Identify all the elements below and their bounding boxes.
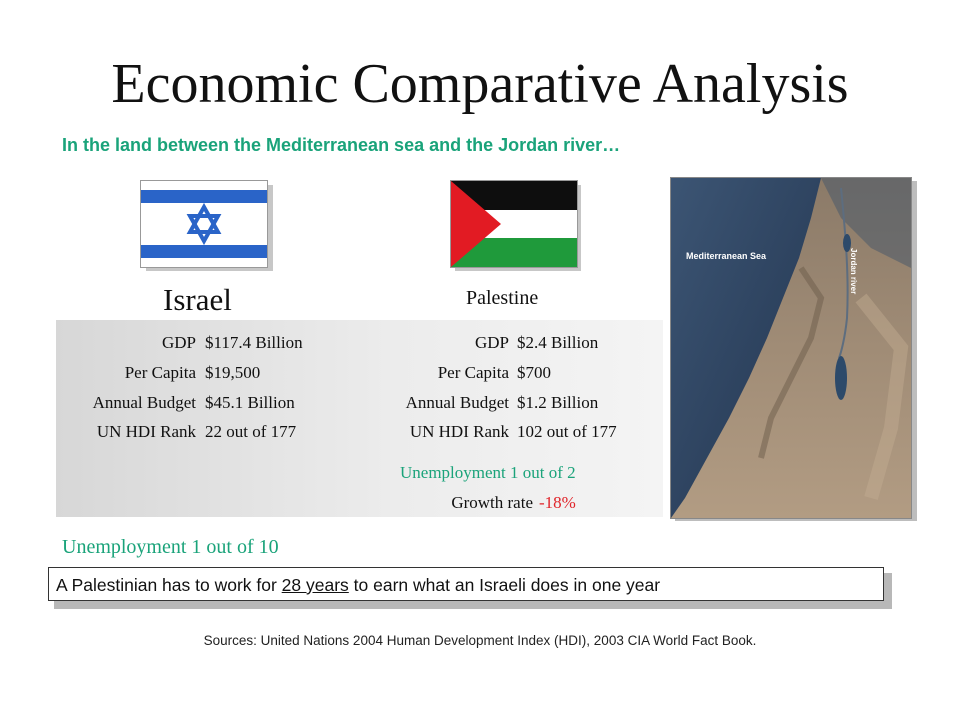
israel-stat-label: Annual Budget xyxy=(92,393,196,412)
palestine-growth-label: Growth rate xyxy=(451,493,533,512)
map-river-label: Jordan river xyxy=(849,248,858,294)
satellite-map-image: Mediterranean Sea Jordan river xyxy=(670,177,912,519)
palestine-stat-value: $1.2 Billion xyxy=(517,393,599,412)
stats-panel: GDP $117.4 Billion Per Capita $19,500 An… xyxy=(56,320,663,517)
palestine-unemployment: Unemployment 1 out of 2 xyxy=(400,463,576,482)
palestine-stat-value: 102 out of 177 xyxy=(517,422,617,441)
israel-stat-label: Per Capita xyxy=(124,363,196,382)
banner-emphasis: 28 years xyxy=(281,575,349,595)
israel-stat-value: $117.4 Billion xyxy=(205,333,303,352)
map-sea-label: Mediterranean Sea xyxy=(686,251,767,261)
sources-note: Sources: United Nations 2004 Human Devel… xyxy=(203,633,757,648)
slide-subtitle: In the land between the Mediterranean se… xyxy=(62,135,621,155)
palestine-flag-icon xyxy=(450,180,578,268)
banner-text-start: A Palestinian has to work for xyxy=(56,575,282,595)
palestine-label: Palestine xyxy=(466,287,539,309)
israel-stat-value: 22 out of 177 xyxy=(205,422,297,441)
israel-unemployment: Unemployment 1 out of 10 xyxy=(62,536,279,558)
comparison-banner: A Palestinian has to work for 28 years t… xyxy=(48,567,884,601)
palestine-stat-label: Per Capita xyxy=(437,363,509,382)
palestine-stat-label: Annual Budget xyxy=(405,393,509,412)
palestine-stat-label: GDP xyxy=(474,333,509,352)
israel-stat-label: GDP xyxy=(161,333,196,352)
israel-label: Israel xyxy=(163,282,232,317)
banner-text-end: to earn what an Israeli does in one year xyxy=(348,575,661,595)
palestine-stat-label: UN HDI Rank xyxy=(409,422,509,441)
palestine-stat-value: $2.4 Billion xyxy=(517,333,599,352)
palestine-growth-value: -18% xyxy=(539,493,576,512)
slide-title: Economic Comparative Analysis xyxy=(111,53,849,115)
israel-flag-icon xyxy=(140,180,268,268)
palestine-stat-value: $700 xyxy=(517,363,551,382)
israel-stat-label: UN HDI Rank xyxy=(96,422,196,441)
israel-stat-value: $19,500 xyxy=(205,363,261,382)
israel-stat-value: $45.1 Billion xyxy=(205,393,295,412)
